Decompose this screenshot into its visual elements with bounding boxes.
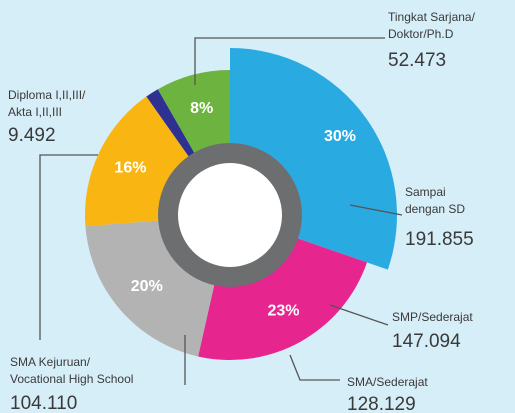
category-label: Tingkat Sarjana/ [388,10,476,24]
value-label: 52.473 [388,50,446,71]
category-label: SMP/Sederajat [392,310,473,324]
value-label: 147.094 [392,331,461,352]
pie-group [85,48,397,360]
hole [178,163,282,267]
category-label: Sampai [405,185,446,199]
category-label: Diploma I,II,III/ [8,88,86,102]
category-label: SMA Kejuruan/ [10,355,91,369]
value-label: 104.110 [10,393,77,413]
category-label: SMA/Sederajat [347,375,428,389]
percent-label: 8% [190,100,213,117]
category-label: Vocational High School [10,372,133,386]
pointer [289,354,340,381]
value-label: 191.855 [405,229,474,250]
pointer [194,37,385,85]
category-label: dengan SD [405,202,465,216]
percent-label: 30% [324,128,356,145]
pointer [349,204,403,216]
percent-label: 16% [114,159,146,176]
category-label: Akta I,II,III [8,105,62,119]
pointer [39,154,98,340]
percent-label: 23% [267,302,299,319]
category-label: Doktor/Ph.D [388,27,454,41]
pointer [329,304,389,326]
percent-label: 20% [131,278,163,295]
value-label: 128.129 [347,394,416,413]
value-label: 9.492 [8,125,56,146]
